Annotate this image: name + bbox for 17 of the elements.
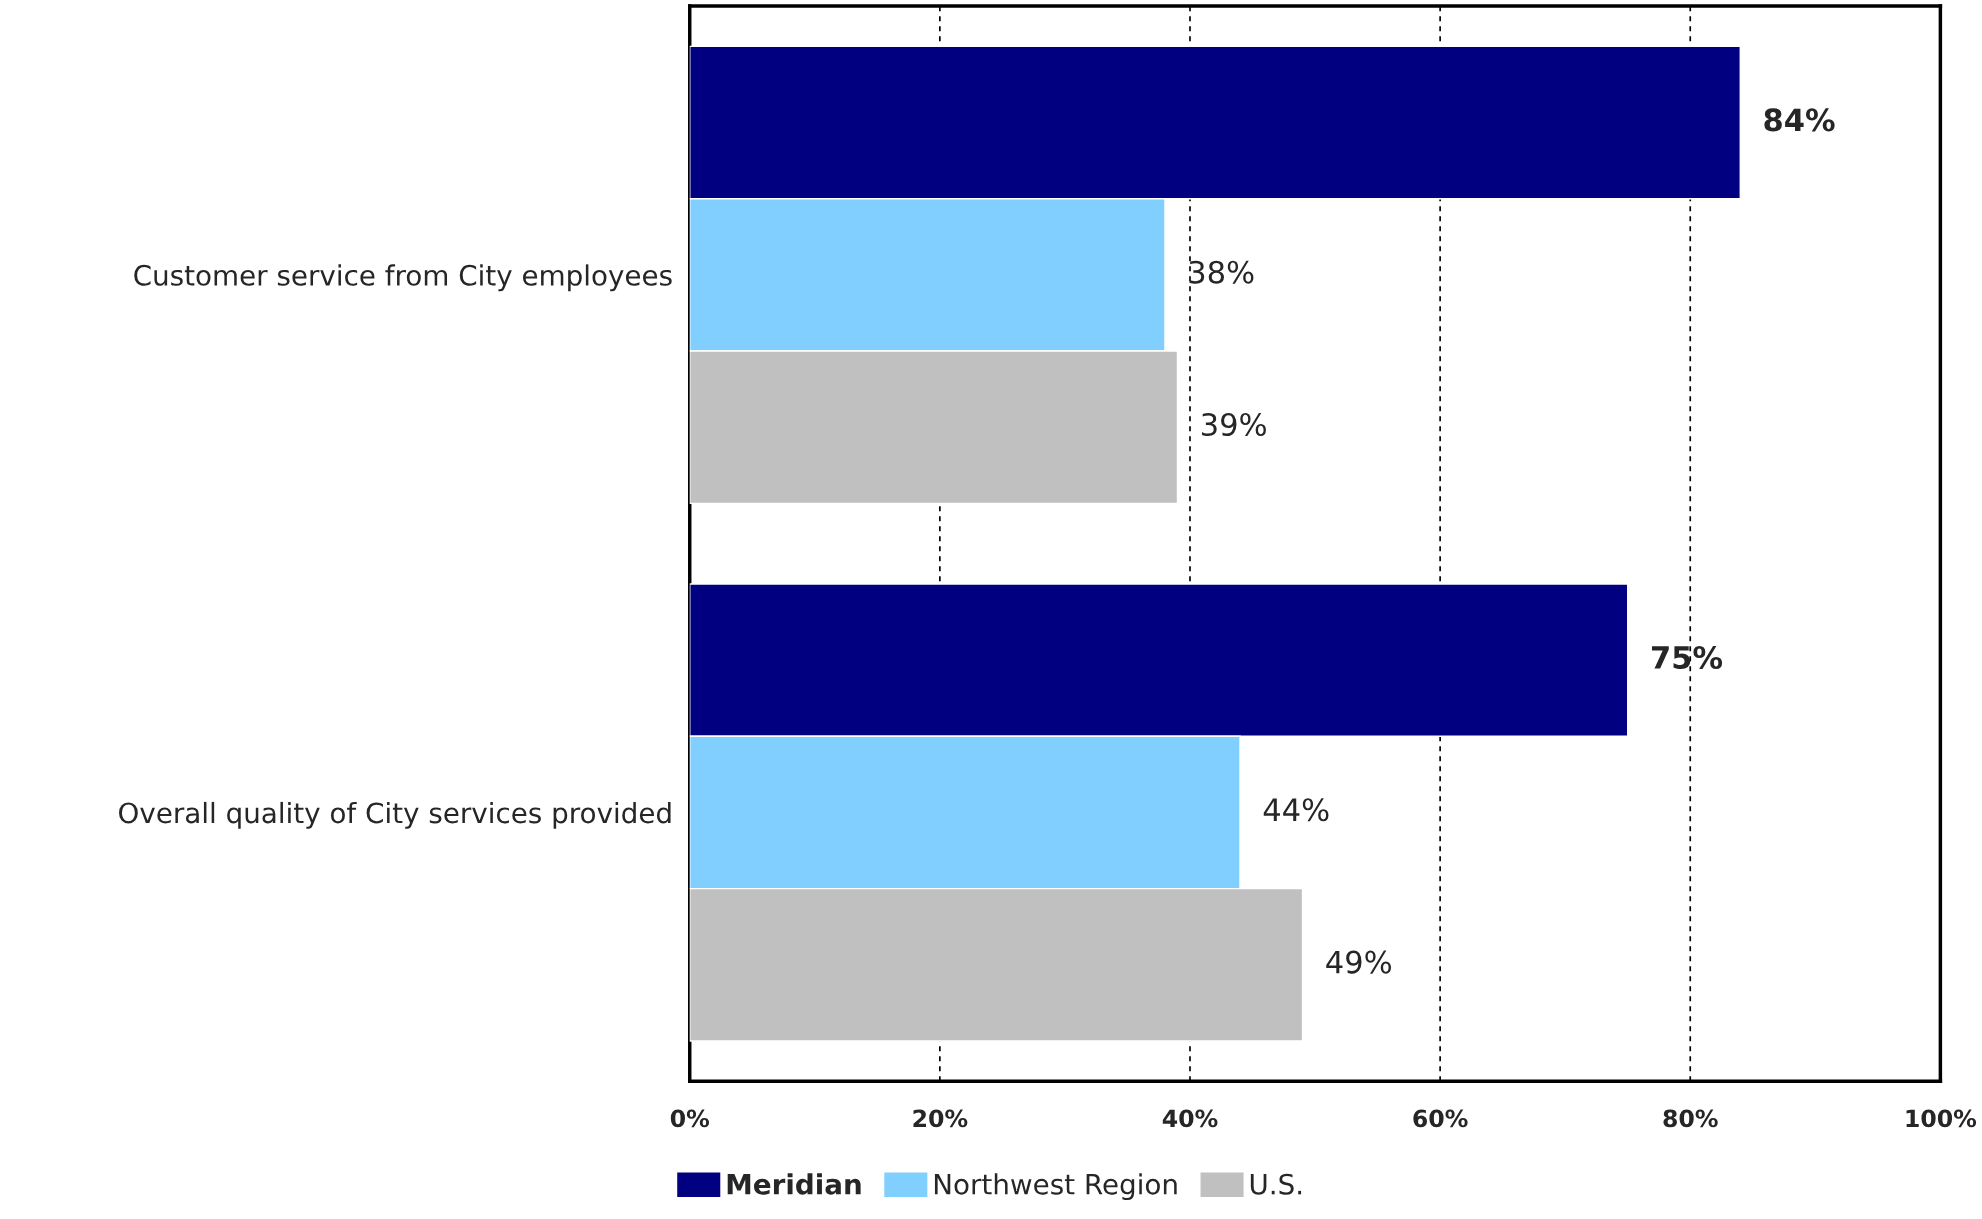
y-tick-label: Overall quality of City services provided [119,801,671,829]
data-label: 44% [1263,798,1329,822]
legend-label: Northwest Region [934,1173,1177,1201]
x-tick-label: 60% [1413,1109,1468,1128]
x-tick-label: 20% [913,1109,968,1128]
data-label: 75% [1651,645,1723,670]
y-tick-label: Customer service from City employees [134,264,672,292]
legend-label: Meridian [727,1173,861,1195]
x-tick-label: 80% [1663,1109,1718,1128]
x-tick-label: 0% [670,1109,710,1128]
x-tick-label: 100% [1906,1109,1977,1128]
data-label: 49% [1326,950,1391,974]
legend-label: U.S. [1250,1173,1302,1195]
data-label: 84% [1764,108,1835,132]
data-label: 38% [1189,260,1254,284]
data-label: 39% [1202,412,1266,437]
x-tick-label: 40% [1162,1109,1218,1128]
